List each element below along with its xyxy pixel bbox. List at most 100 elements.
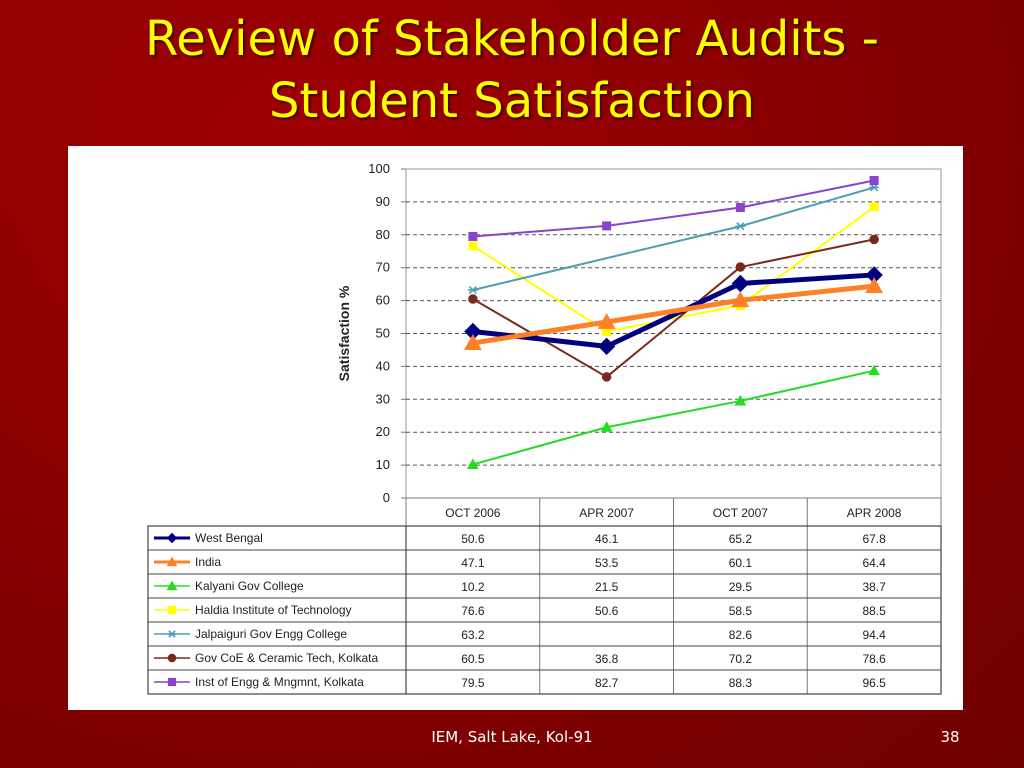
series-line-segment	[471, 426, 608, 466]
series-line-segment	[739, 179, 876, 209]
data-point	[865, 277, 883, 294]
data-cell: 79.5	[461, 676, 485, 690]
legend-label: Inst of Engg & Mngmnt, Kolkata	[195, 675, 364, 689]
y-tick-label: 60	[376, 293, 390, 308]
series-line-segment	[739, 186, 876, 228]
data-point	[600, 421, 613, 432]
page-number: 38	[940, 728, 960, 746]
series-line-segment	[471, 244, 608, 333]
data-point	[468, 286, 477, 295]
data-point	[602, 221, 612, 231]
data-point	[736, 222, 745, 231]
data-point	[468, 231, 478, 241]
data-point	[597, 337, 616, 356]
chart-panel: 0 10 20 30 40 50 60 70 80 90 100 Satisfaction % OCT …	[68, 146, 963, 710]
legend-marker	[168, 630, 176, 638]
data-cell: 96.5	[862, 676, 886, 690]
legend-marker	[167, 605, 177, 615]
data-cell: 70.2	[729, 652, 753, 666]
data-point	[869, 234, 879, 245]
data-cell: 29.5	[729, 580, 753, 594]
data-cell: 53.5	[595, 556, 619, 570]
data-cell: 88.3	[729, 676, 753, 690]
x-category-label: OCT 2007	[713, 506, 768, 520]
data-point	[731, 291, 750, 308]
legend-label: Gov CoE & Ceramic Tech, Kolkata	[195, 651, 379, 665]
data-cell: 88.5	[862, 604, 886, 618]
data-cell: 46.1	[595, 532, 619, 546]
y-axis-label: Satisfaction %	[336, 285, 352, 381]
data-table	[147, 525, 942, 695]
data-point	[869, 202, 879, 212]
data-cell: 36.8	[595, 652, 619, 666]
data-cell: 67.8	[862, 532, 886, 546]
slide-title: Review of Stakeholder Audits - Student S…	[0, 8, 1024, 132]
series-line-segment	[604, 280, 743, 349]
data-cell: 50.6	[595, 604, 619, 618]
data-cell: 60.5	[461, 652, 485, 666]
data-point	[735, 202, 745, 212]
data-point	[597, 312, 616, 329]
series-line-segment	[739, 369, 876, 402]
y-tick-label: 40	[376, 358, 390, 373]
legend-label: Jalpaiguri Gov Engg College	[195, 627, 347, 641]
data-point	[467, 458, 479, 469]
data-point	[601, 372, 612, 382]
data-cell: 82.6	[729, 628, 753, 642]
y-tick-label: 30	[376, 391, 390, 406]
y-tick-label: 20	[376, 424, 390, 439]
series-line-segment	[470, 329, 610, 349]
y-tick-label: 0	[383, 490, 390, 505]
data-cell: 58.5	[729, 604, 753, 618]
data-cell: 10.2	[461, 580, 485, 594]
series-line-segment	[604, 297, 743, 325]
legend-marker	[166, 580, 178, 591]
x-category-label: APR 2007	[579, 506, 634, 520]
data-point	[868, 364, 880, 376]
legend-label: West Bengal	[195, 531, 263, 545]
data-point	[468, 294, 478, 304]
series-line-segment	[737, 272, 877, 286]
data-cell: 38.7	[862, 580, 886, 594]
data-point	[870, 183, 879, 192]
legend-label: Kalyani Gov College	[195, 579, 304, 593]
legend-label: Haldia Institute of Technology	[195, 603, 352, 617]
series-line-segment	[605, 266, 742, 378]
data-cell: 82.7	[595, 676, 619, 690]
data-cell: 94.4	[862, 628, 886, 642]
data-cell: 50.6	[461, 532, 485, 546]
series-line-segment	[471, 224, 608, 238]
series-line-segment	[739, 238, 876, 269]
y-tick-label: 80	[376, 227, 390, 242]
series-line-segment	[605, 206, 742, 227]
legend-marker	[166, 532, 178, 544]
y-tick-label: 10	[376, 457, 390, 472]
series-line-segment	[470, 319, 610, 346]
legend-marker	[167, 653, 177, 663]
y-tick-label: 90	[376, 194, 390, 209]
satisfaction-line-chart: 0 10 20 30 40 50 60 70 80 90 100 Satisfaction % OCT …	[147, 161, 942, 695]
data-point	[869, 176, 879, 186]
data-point	[464, 334, 482, 350]
slide-title-line-1: Review of Stakeholder Audits -	[145, 11, 879, 67]
data-cell: 76.6	[461, 604, 485, 618]
x-category-label: OCT 2006	[445, 506, 500, 520]
legend-marker	[167, 677, 177, 687]
legend-label: India	[195, 555, 221, 569]
series-line-segment	[471, 225, 742, 292]
data-cell: 78.6	[862, 652, 886, 666]
y-tick-label: 100	[368, 161, 390, 176]
footer-text: IEM, Salt Lake, Kol-91	[431, 728, 593, 746]
data-cell: 21.5	[595, 580, 619, 594]
y-tick-label: 50	[376, 326, 390, 341]
y-tick-label: 70	[376, 260, 390, 275]
data-point	[468, 241, 478, 251]
legend-marker	[166, 556, 178, 567]
x-category-label: APR 2008	[847, 506, 902, 520]
series-line-segment	[605, 399, 742, 429]
data-cell: 60.1	[729, 556, 753, 570]
series-line-segment	[737, 283, 877, 303]
data-point	[735, 262, 746, 272]
data-cell: 47.1	[461, 556, 485, 570]
data-point	[734, 394, 747, 406]
